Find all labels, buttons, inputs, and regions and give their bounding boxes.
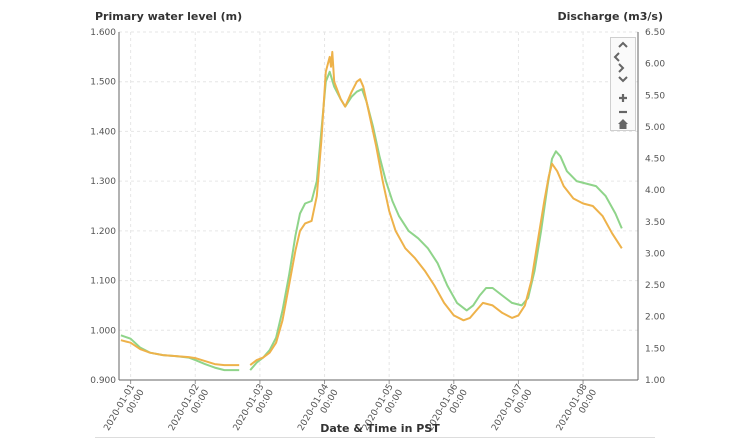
left-tick-label: 1.200 — [90, 227, 116, 237]
bottom-divider — [95, 437, 655, 438]
zoom-in-icon[interactable] — [615, 91, 631, 105]
right-tick-label: 1.50 — [645, 344, 665, 354]
left-tick-label: 1.000 — [90, 326, 116, 336]
right-tick-label: 5.00 — [645, 123, 665, 133]
right-tick-label: 3.50 — [645, 218, 665, 228]
right-tick-label: 5.50 — [645, 91, 665, 101]
left-tick-label: 1.600 — [90, 28, 116, 38]
left-tick-label: 0.900 — [90, 376, 116, 386]
grid — [119, 31, 638, 381]
right-tick-label: 1.00 — [645, 376, 665, 386]
right-tick-label: 6.00 — [645, 60, 665, 70]
left-axis-title: Primary water level (m) — [95, 10, 242, 23]
home-icon[interactable] — [615, 117, 631, 131]
right-tick-label: 3.00 — [645, 249, 665, 259]
left-tick-label: 1.100 — [90, 277, 116, 287]
series-line-2[interactable] — [249, 50, 623, 366]
right-tick-label: 4.50 — [645, 155, 665, 165]
right-tick-label: 4.00 — [645, 186, 665, 196]
chevron-right-icon[interactable] — [613, 61, 629, 75]
chevron-down-icon[interactable] — [615, 72, 631, 86]
series-layer[interactable] — [120, 50, 623, 372]
x-axis-title: Date & Time in PST — [320, 422, 440, 435]
left-tick-label: 1.400 — [90, 127, 116, 137]
left-tick-label: 1.500 — [90, 78, 116, 88]
axes — [118, 32, 639, 384]
right-axis-title: Discharge (m3/s) — [557, 10, 663, 23]
series-line-2[interactable] — [120, 339, 240, 367]
left-tick-label: 1.300 — [90, 177, 116, 187]
chevron-left-icon[interactable] — [609, 50, 625, 64]
navigation-panel — [610, 37, 636, 131]
right-tick-label: 2.00 — [645, 313, 665, 323]
right-tick-label: 2.50 — [645, 281, 665, 291]
chevron-up-icon[interactable] — [615, 38, 631, 52]
series-line-1[interactable] — [249, 70, 623, 371]
labels: 0.900 1.000 1.100 1.200 1.300 1.400 1.500 1.600… — [90, 28, 665, 433]
zoom-out-icon[interactable] — [615, 105, 631, 119]
right-tick-label: 6.50 — [645, 28, 665, 38]
